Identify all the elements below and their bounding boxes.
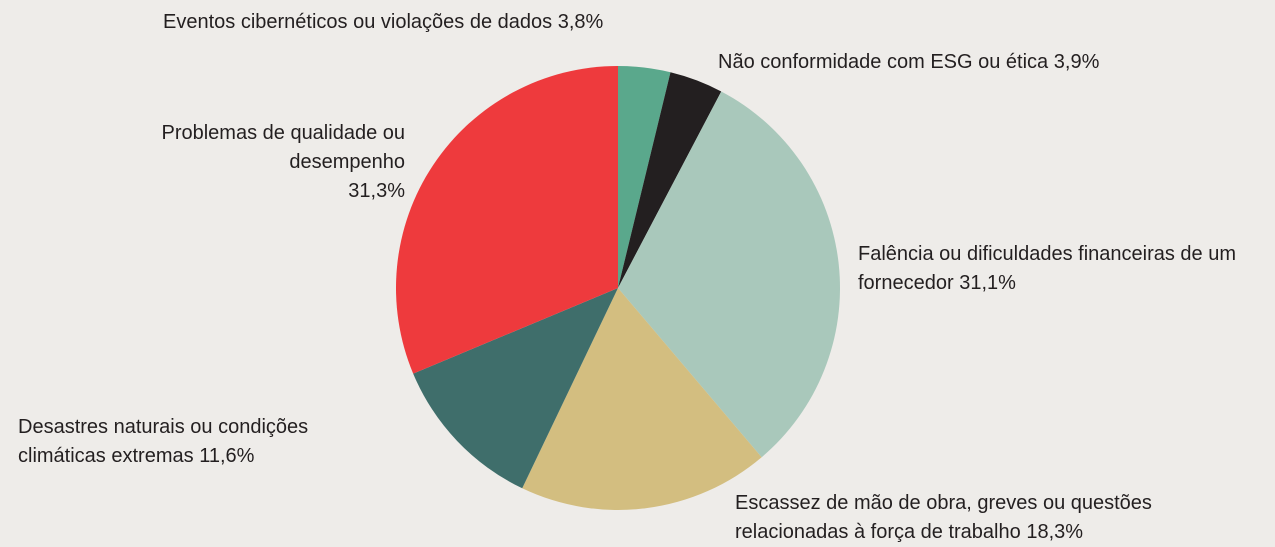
slice-category: Eventos cibernéticos ou violações de dad… bbox=[163, 11, 553, 33]
slice-label: Desastres naturais ou condições climátic… bbox=[18, 413, 348, 471]
slice-label: Não conformidade com ESG ou ética 3,9% bbox=[718, 48, 1099, 77]
slice-value: 31,3% bbox=[348, 180, 405, 202]
slice-category: Escassez de mão de obra, greves ou quest… bbox=[735, 492, 1152, 543]
slice-category: Desastres naturais ou condições climátic… bbox=[18, 416, 309, 467]
slice-value: 31,1% bbox=[959, 272, 1016, 294]
pie-slice bbox=[618, 72, 722, 288]
slice-value: 3,8% bbox=[557, 11, 604, 33]
slice-label: Problemas de qualidade ou desempenho 31,3… bbox=[85, 119, 405, 206]
slice-category: Falência ou dificuldades financeiras de … bbox=[858, 243, 1236, 294]
slice-label: Falência ou dificuldades financeiras de … bbox=[858, 240, 1274, 298]
pie-slice bbox=[522, 288, 762, 511]
slice-value: 11,6% bbox=[199, 445, 255, 467]
pie-slice bbox=[395, 66, 618, 374]
slice-value: 3,9% bbox=[1053, 51, 1100, 73]
slice-label: Escassez de mão de obra, greves ou quest… bbox=[735, 489, 1195, 547]
slice-category: Problemas de qualidade ou desempenho bbox=[161, 122, 405, 173]
pie-slice bbox=[413, 288, 618, 489]
slice-label: Eventos cibernéticos ou violações de dad… bbox=[163, 8, 603, 37]
pie-slice bbox=[618, 91, 841, 458]
pie-slice bbox=[618, 66, 671, 288]
slice-category: Não conformidade com ESG ou ética bbox=[718, 51, 1049, 73]
slice-value: 18,3% bbox=[1026, 521, 1084, 543]
